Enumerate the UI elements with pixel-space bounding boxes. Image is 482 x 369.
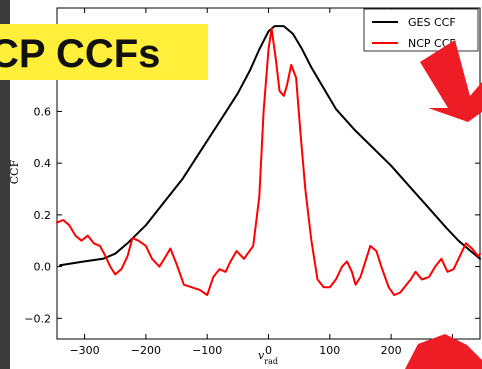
- x-axis-label: vrad: [258, 349, 278, 366]
- y-tick-label: 0.4: [34, 157, 52, 170]
- red-arrow-upper: [420, 40, 482, 122]
- x-tick-label: −200: [131, 344, 161, 357]
- y-tick-label: 0.6: [34, 105, 52, 118]
- x-tick-label: 0: [265, 344, 272, 357]
- chart-legend: GES CCF NCP CCF: [363, 8, 479, 52]
- x-tick-label: −300: [69, 344, 99, 357]
- y-tick-label: −0.2: [24, 312, 51, 325]
- x-tick-label: −100: [192, 344, 222, 357]
- series-line-ncp: [56, 27, 481, 296]
- x-tick-label: 100: [319, 344, 340, 357]
- legend-label-ncp: NCP CCF: [408, 37, 456, 50]
- y-tick-label: 0.0: [34, 261, 52, 274]
- series-line-ges: [59, 25, 481, 267]
- y-axis-label: CCF: [8, 159, 21, 184]
- x-tick-label: 200: [381, 344, 402, 357]
- left-dark-strip: [0, 0, 10, 369]
- red-arrow-lower: [405, 334, 482, 369]
- title-banner: [0, 24, 208, 80]
- legend-label-ges: GES CCF: [408, 16, 456, 29]
- title-banner-text: CP CCFs: [0, 32, 160, 76]
- series-lines: [56, 25, 481, 296]
- y-tick-label: 0.2: [34, 209, 52, 222]
